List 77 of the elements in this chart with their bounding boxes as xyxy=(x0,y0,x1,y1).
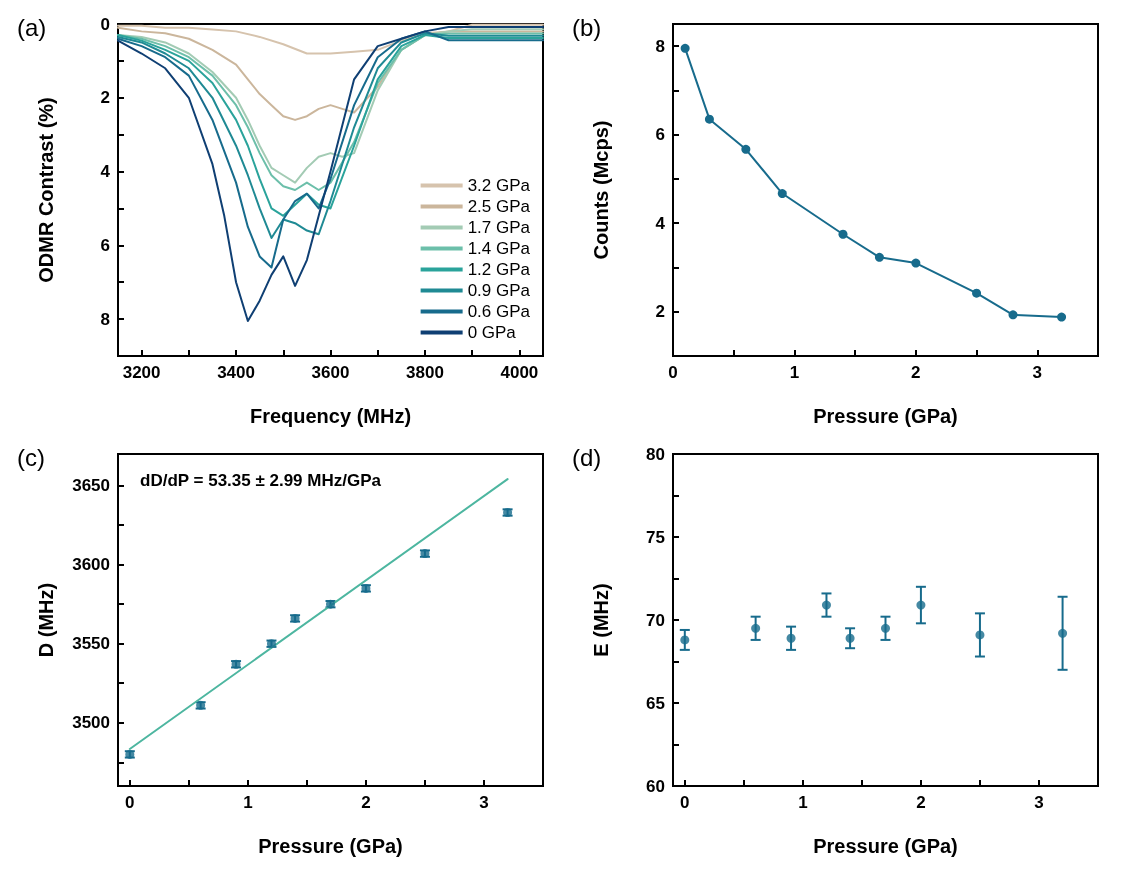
point xyxy=(972,288,982,298)
point xyxy=(777,189,787,199)
chart-title: (c) xyxy=(17,443,45,471)
x-axis-title: Pressure (GPa) xyxy=(258,835,403,857)
chart-title: (b) xyxy=(572,13,602,41)
x-tick-label: 1 xyxy=(243,793,253,812)
legend-label: 0 GPa xyxy=(467,323,517,342)
point xyxy=(704,114,714,124)
y-tick-label: 4 xyxy=(655,213,666,233)
x-tick-label: 0 xyxy=(668,363,678,382)
legend-label: 2.5 GPa xyxy=(467,197,531,216)
chart-title: (d) xyxy=(572,443,602,471)
point xyxy=(838,229,848,239)
point xyxy=(881,623,890,633)
y-tick-label: 80 xyxy=(646,444,665,464)
x-axis-title: Frequency (MHz) xyxy=(249,405,412,427)
point xyxy=(1008,310,1018,320)
point xyxy=(1058,628,1068,638)
point xyxy=(680,43,690,53)
line-series xyxy=(117,23,544,55)
point xyxy=(1057,312,1067,322)
x-tick-label: 3 xyxy=(479,793,489,812)
x-tick-label: 0 xyxy=(680,793,690,812)
annotation: dD/dP = 53.35 ± 2.99 MHz/GPa xyxy=(140,471,382,490)
y-tick-label: 65 xyxy=(646,693,665,713)
x-tick-label: 1 xyxy=(789,363,800,382)
x-tick-label: 0 xyxy=(125,793,135,812)
x-tick-label: 2 xyxy=(911,363,921,382)
point xyxy=(911,258,921,268)
point xyxy=(845,633,855,643)
y-tick-label: 6 xyxy=(100,235,110,255)
y-tick-label: 70 xyxy=(646,610,665,630)
y-tick-label: 3650 xyxy=(72,476,110,496)
x-axis-title: Pressure (GPa) xyxy=(813,405,958,427)
legend-label: 0.6 GPa xyxy=(467,302,531,321)
y-tick-label: 3550 xyxy=(72,634,110,654)
legend-label: 3.2 GPa xyxy=(467,176,531,195)
y-tick-label: 0 xyxy=(100,14,110,34)
legend-label: 0.9 GPa xyxy=(467,281,531,300)
point xyxy=(751,623,761,633)
x-tick-label: 1 xyxy=(798,793,808,812)
point xyxy=(680,635,690,645)
y-tick-label: 3600 xyxy=(72,555,110,575)
point xyxy=(821,600,831,610)
y-tick-label: 4 xyxy=(100,162,111,182)
x-tick-label: 2 xyxy=(361,793,371,812)
y-tick-label: 2 xyxy=(100,88,110,108)
y-tick-label: 3500 xyxy=(72,713,110,733)
y-axis-title: Counts (Mcps) xyxy=(590,120,612,260)
x-tick-label: 3600 xyxy=(311,363,350,382)
point xyxy=(741,144,751,154)
legend-label: 1.7 GPa xyxy=(467,218,531,237)
point xyxy=(916,600,926,610)
point xyxy=(874,252,884,262)
x-tick-label: 3800 xyxy=(406,363,444,382)
y-axis-title: ODMR Contrast (%) xyxy=(35,97,57,283)
y-tick-label: 6 xyxy=(655,125,665,145)
x-axis-title: Pressure (GPa) xyxy=(813,835,958,857)
x-tick-label: 3200 xyxy=(122,363,161,382)
legend-label: 1.2 GPa xyxy=(467,260,531,279)
y-tick-label: 8 xyxy=(655,36,665,56)
point xyxy=(786,633,796,643)
x-tick-label: 3 xyxy=(1032,363,1043,382)
point xyxy=(975,630,985,640)
y-tick-label: 75 xyxy=(646,527,665,547)
y-tick-label: 60 xyxy=(646,776,665,796)
legend-label: 1.4 GPa xyxy=(467,239,531,258)
y-axis-title: D (MHz) xyxy=(35,582,57,658)
y-tick-label: 2 xyxy=(655,302,665,322)
x-tick-label: 4000 xyxy=(500,363,539,382)
line-series xyxy=(117,25,544,322)
x-tick-label: 3400 xyxy=(217,363,255,382)
y-axis-title: E (MHz) xyxy=(590,583,612,657)
chart-title: (a) xyxy=(17,13,47,41)
x-tick-label: 3 xyxy=(1034,793,1044,812)
y-tick-label: 8 xyxy=(100,309,110,329)
x-tick-label: 2 xyxy=(916,793,926,812)
